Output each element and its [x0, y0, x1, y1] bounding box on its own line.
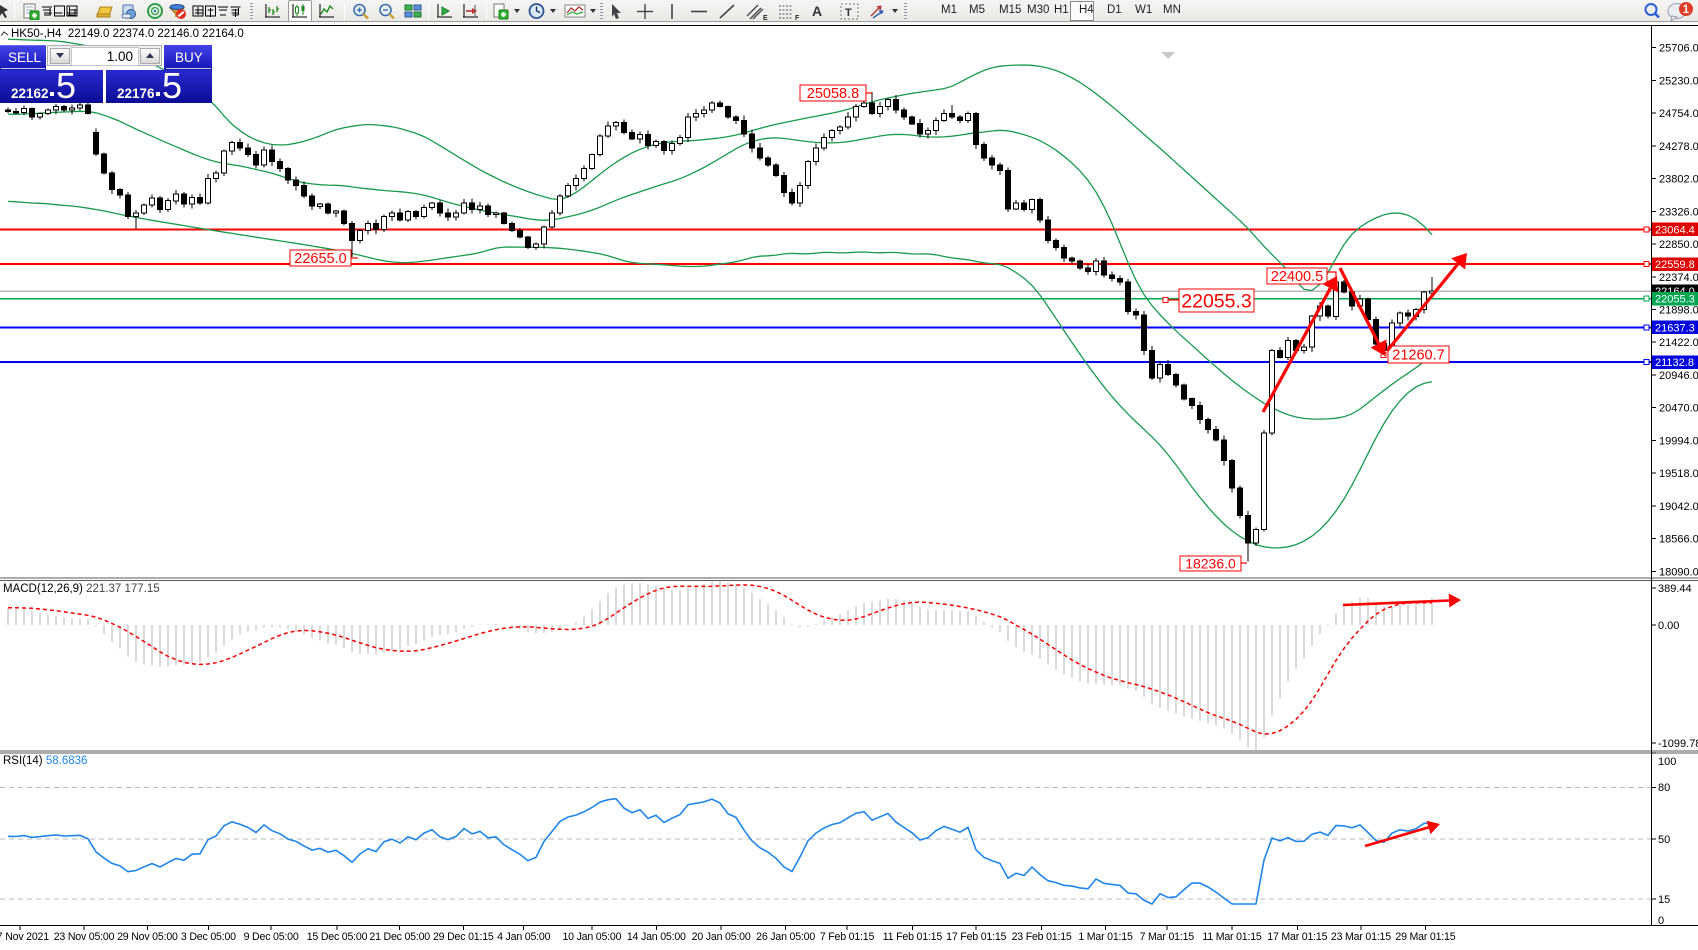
svg-text:22055.3: 22055.3 [1655, 294, 1695, 306]
svg-text:11 Mar 01:15: 11 Mar 01:15 [1202, 931, 1262, 943]
svg-text:21637.3: 21637.3 [1655, 322, 1695, 334]
svg-text:T: T [845, 7, 852, 19]
svg-text:1 Mar 01:15: 1 Mar 01:15 [1078, 931, 1133, 943]
svg-text:15: 15 [1658, 894, 1670, 906]
svg-text:29 Nov 05:00: 29 Nov 05:00 [117, 931, 178, 943]
svg-text:17 Feb 01:15: 17 Feb 01:15 [946, 931, 1006, 943]
svg-text:21260.7: 21260.7 [1392, 348, 1444, 364]
svg-text:11 Feb 01:15: 11 Feb 01:15 [883, 931, 943, 943]
svg-text:14 Jan 05:00: 14 Jan 05:00 [627, 931, 686, 943]
svg-text:22400.5: 22400.5 [1271, 269, 1323, 285]
svg-text:E: E [763, 15, 768, 21]
svg-text:29 Mar 01:15: 29 Mar 01:15 [1395, 931, 1455, 943]
svg-text:23802.0: 23802.0 [1659, 174, 1698, 186]
svg-text:-1099.78: -1099.78 [1658, 738, 1698, 750]
svg-text:22374.0: 22374.0 [1659, 272, 1698, 284]
svg-text:26 Jan 05:00: 26 Jan 05:00 [756, 931, 815, 943]
svg-text:22559.8: 22559.8 [1655, 259, 1695, 271]
svg-text:19042.0: 19042.0 [1659, 501, 1698, 513]
svg-text:23 Mar 01:15: 23 Mar 01:15 [1331, 931, 1391, 943]
svg-text:18236.0: 18236.0 [1185, 556, 1236, 572]
svg-text:389.44: 389.44 [1658, 583, 1692, 595]
svg-text:7 Feb 01:15: 7 Feb 01:15 [820, 931, 875, 943]
svg-text:1: 1 [1683, 4, 1690, 16]
svg-text:25058.8: 25058.8 [807, 86, 859, 102]
svg-text:23 Nov 05:00: 23 Nov 05:00 [54, 931, 115, 943]
svg-text:18090.0: 18090.0 [1659, 566, 1698, 578]
svg-text:22655.0: 22655.0 [294, 251, 346, 267]
svg-text:20946.0: 20946.0 [1659, 370, 1698, 382]
svg-text:3 Dec 05:00: 3 Dec 05:00 [181, 931, 236, 943]
svg-text:21898.0: 21898.0 [1659, 305, 1698, 317]
svg-text:80: 80 [1658, 782, 1670, 794]
svg-text:25230.0: 25230.0 [1659, 75, 1698, 87]
svg-text:17 Nov 2021: 17 Nov 2021 [0, 931, 49, 943]
svg-text:MACD(12,26,9) 221.37 177.15: MACD(12,26,9) 221.37 177.15 [3, 583, 160, 595]
svg-text:50: 50 [1658, 834, 1670, 846]
svg-text:24754.0: 24754.0 [1659, 108, 1698, 120]
svg-text:23326.0: 23326.0 [1659, 206, 1698, 218]
svg-text:21132.8: 21132.8 [1655, 357, 1694, 369]
svg-text:23 Feb 01:15: 23 Feb 01:15 [1012, 931, 1072, 943]
svg-text:21422.0: 21422.0 [1659, 337, 1698, 349]
svg-text:20470.0: 20470.0 [1659, 403, 1698, 415]
svg-text:23064.4: 23064.4 [1655, 224, 1695, 236]
svg-text:21 Dec 05:00: 21 Dec 05:00 [369, 931, 430, 943]
svg-text:7 Mar 01:15: 7 Mar 01:15 [1140, 931, 1195, 943]
svg-text:22055.3: 22055.3 [1181, 291, 1252, 313]
svg-text:24278.0: 24278.0 [1659, 141, 1698, 153]
svg-text:0: 0 [1658, 915, 1664, 927]
svg-text:18566.0: 18566.0 [1659, 534, 1698, 546]
svg-text:4 Jan 05:00: 4 Jan 05:00 [497, 931, 550, 943]
svg-text:17 Mar 01:15: 17 Mar 01:15 [1267, 931, 1327, 943]
svg-text:RSI(14) 58.6836: RSI(14) 58.6836 [3, 755, 87, 767]
svg-text:19994.0: 19994.0 [1659, 435, 1698, 447]
svg-text:25706.0: 25706.0 [1659, 43, 1698, 55]
svg-text:19518.0: 19518.0 [1659, 468, 1698, 480]
svg-text:9 Dec 05:00: 9 Dec 05:00 [244, 931, 299, 943]
svg-text:20 Jan 05:00: 20 Jan 05:00 [692, 931, 751, 943]
svg-text:15 Dec 05:00: 15 Dec 05:00 [307, 931, 368, 943]
svg-text:29 Dec 01:15: 29 Dec 01:15 [433, 931, 494, 943]
svg-text:F: F [795, 15, 800, 21]
svg-text:10 Jan 05:00: 10 Jan 05:00 [562, 931, 621, 943]
svg-text:22850.0: 22850.0 [1659, 239, 1698, 251]
svg-text:100: 100 [1658, 756, 1676, 768]
svg-text:0.00: 0.00 [1658, 620, 1679, 632]
